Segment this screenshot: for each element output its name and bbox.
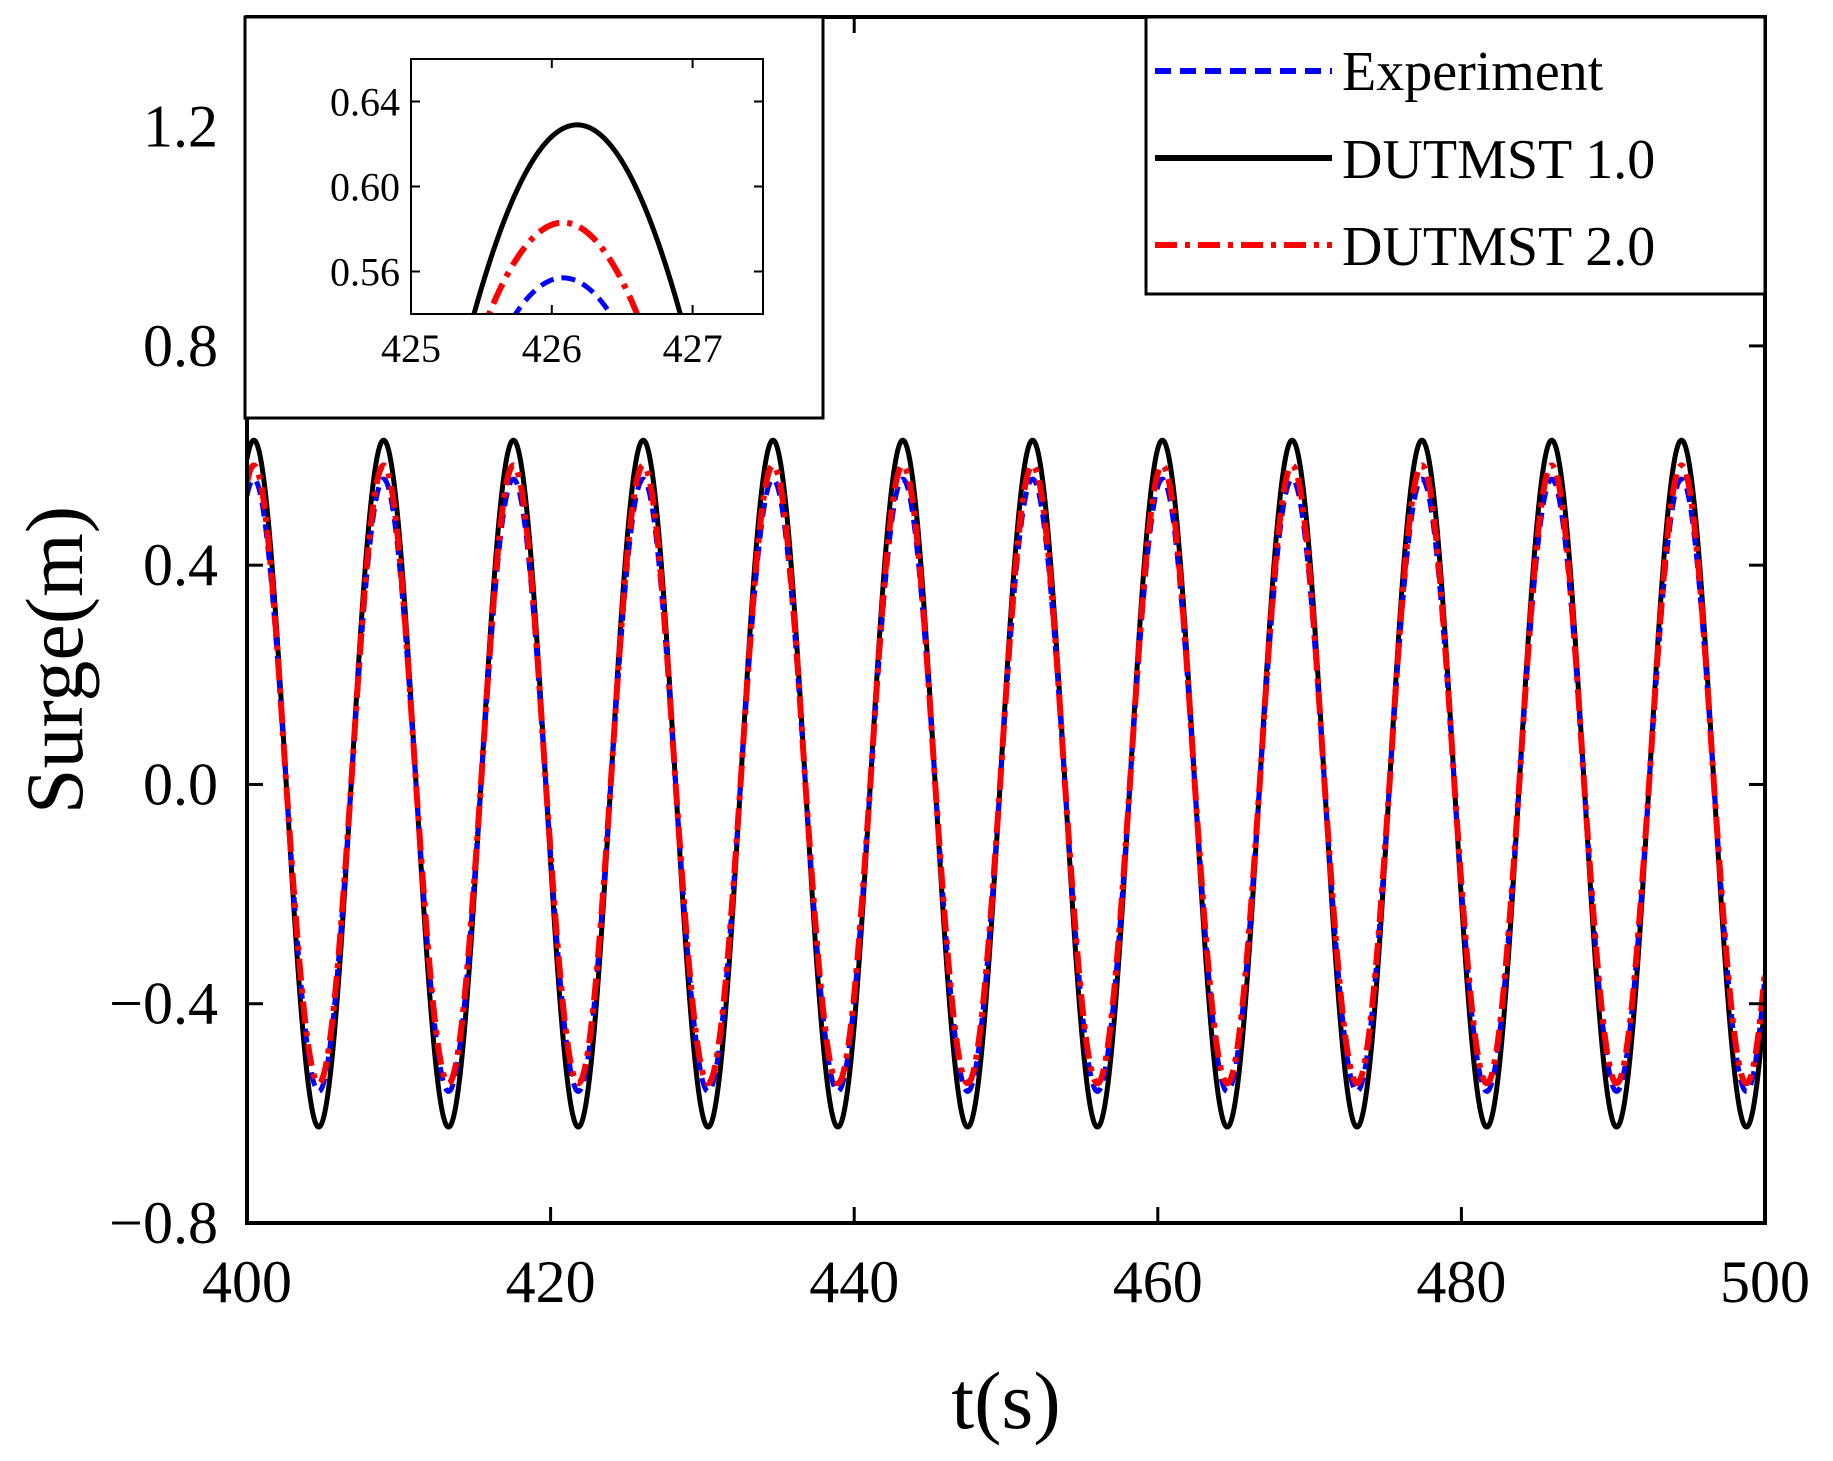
inset-box [243,15,825,420]
x-tick-label: 480 [1416,1249,1506,1315]
x-tick-label: 400 [202,1249,292,1315]
inset-series-group [471,122,683,314]
legend-label-dutmst-2: DUTMST 2.0 [1342,216,1655,278]
y-tick-label: 0.4 [143,532,218,598]
inset-y-tick-label: 0.56 [330,250,400,295]
inset-series-line-dutmst-2-0 [485,219,641,314]
inset-x-tick-label: 426 [522,326,582,371]
x-tick-label: 500 [1720,1249,1810,1315]
legend: Experiment DUTMST 1.0 DUTMST 2.0 [1144,15,1767,296]
inset-ticks-group: 425 426 427 0.56 0.60 0.64 [330,59,763,371]
y-tick-label: 1.2 [143,94,218,160]
y-tick-label: 0.8 [143,313,218,379]
main-series-group [247,437,1765,1130]
main-ticks-group: 400 420 440 460 480 500 −0.8 −0.4 0.0 0.4 0.8 1.2 [109,17,1810,1315]
x-tick-label: 420 [506,1249,596,1315]
plot-frame [245,15,1767,1225]
y-tick-label: 0.0 [143,751,218,817]
legend-label-dutmst-1: DUTMST 1.0 [1342,129,1655,191]
inset-y-tick-label: 0.60 [330,165,400,210]
y-tick-label: −0.8 [109,1190,218,1256]
inset-y-tick-label: 0.64 [330,80,400,125]
inset-chart: 425 426 427 0.56 0.60 0.64 [243,15,825,420]
series-line-dutmst-2-0 [247,462,1765,1087]
inset-series-line-experiment [512,275,614,314]
x-tick-label: 460 [1113,1249,1203,1315]
inset-series-line-dutmst-1-0 [471,122,683,314]
y-tick-label: −0.4 [109,971,218,1037]
y-axis-title: Surge(m) [9,506,100,814]
inset-x-tick-label: 425 [381,326,441,371]
legend-label-experiment: Experiment [1342,41,1604,103]
x-tick-label: 440 [809,1249,899,1315]
inset-x-tick-label: 427 [663,326,723,371]
x-axis-title: t(s) [951,1355,1060,1446]
